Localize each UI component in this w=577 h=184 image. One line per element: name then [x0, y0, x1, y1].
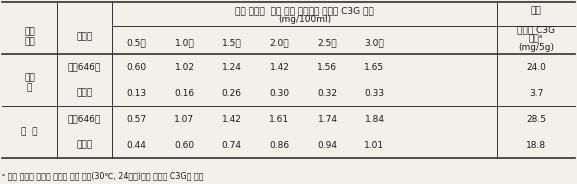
- Text: 전주646호: 전주646호: [68, 114, 101, 123]
- Text: 1.65: 1.65: [365, 63, 384, 72]
- Text: 품종명: 품종명: [76, 33, 92, 42]
- Text: 기: 기: [27, 84, 32, 93]
- Text: 비고: 비고: [531, 6, 541, 15]
- Text: 3.7: 3.7: [529, 89, 543, 98]
- Text: 현미의 C3G: 현미의 C3G: [517, 26, 555, 35]
- Text: 28.5: 28.5: [526, 114, 546, 123]
- Text: 0.94: 0.94: [317, 141, 338, 149]
- Text: 0.74: 0.74: [222, 141, 242, 149]
- Text: 1.02: 1.02: [174, 63, 194, 72]
- Text: 1.0분: 1.0분: [175, 38, 194, 47]
- Text: 1.42: 1.42: [269, 63, 290, 72]
- Text: 0.16: 0.16: [174, 89, 194, 98]
- Text: 2.0분: 2.0분: [269, 38, 289, 47]
- Text: 1.74: 1.74: [317, 114, 338, 123]
- Text: 0.13: 0.13: [126, 89, 147, 98]
- Text: 18.8: 18.8: [526, 141, 546, 149]
- Text: 1.56: 1.56: [317, 63, 338, 72]
- Text: 0.32: 0.32: [317, 89, 338, 98]
- Text: 흑진주: 흑진주: [76, 141, 92, 149]
- Text: 0.60: 0.60: [174, 141, 194, 149]
- Text: 처리 시간에  따라 열수 추출물에 용출된 C3G 함량: 처리 시간에 따라 열수 추출물에 용출된 C3G 함량: [235, 6, 374, 15]
- Text: 0.26: 0.26: [222, 89, 242, 98]
- Text: 1.84: 1.84: [365, 114, 384, 123]
- Text: 재배: 재배: [24, 27, 35, 36]
- Text: 0.5분: 0.5분: [126, 38, 147, 47]
- Text: 1.01: 1.01: [365, 141, 384, 149]
- Text: 함량ᵃ: 함량ᵃ: [529, 35, 543, 43]
- Text: 1.07: 1.07: [174, 114, 194, 123]
- Text: 0.57: 0.57: [126, 114, 147, 123]
- Text: 3.0분: 3.0분: [365, 38, 384, 47]
- Text: 보통: 보통: [24, 73, 35, 82]
- Text: ᵃ 현미 가루를 메탄올 용매로 진탕 처리(30℃, 24시간)하여 추출한 C3G의 총량: ᵃ 현미 가루를 메탄올 용매로 진탕 처리(30℃, 24시간)하여 추출한 …: [2, 171, 203, 181]
- Text: 2.5분: 2.5분: [318, 38, 338, 47]
- Text: 1.24: 1.24: [222, 63, 241, 72]
- Text: 만  기: 만 기: [21, 128, 38, 137]
- Text: 0.86: 0.86: [269, 141, 290, 149]
- Text: 1.42: 1.42: [222, 114, 241, 123]
- Text: 전주646호: 전주646호: [68, 63, 101, 72]
- Text: 1.5분: 1.5분: [222, 38, 241, 47]
- Text: 0.30: 0.30: [269, 89, 290, 98]
- Text: 0.44: 0.44: [126, 141, 147, 149]
- Text: 24.0: 24.0: [526, 63, 546, 72]
- Text: (mg/5g): (mg/5g): [518, 43, 554, 52]
- Text: 방법: 방법: [24, 38, 35, 47]
- Text: (mg/100ml): (mg/100ml): [278, 15, 331, 24]
- Text: 0.60: 0.60: [126, 63, 147, 72]
- Text: 흑진주: 흑진주: [76, 89, 92, 98]
- Text: 0.33: 0.33: [365, 89, 384, 98]
- Text: 1.61: 1.61: [269, 114, 290, 123]
